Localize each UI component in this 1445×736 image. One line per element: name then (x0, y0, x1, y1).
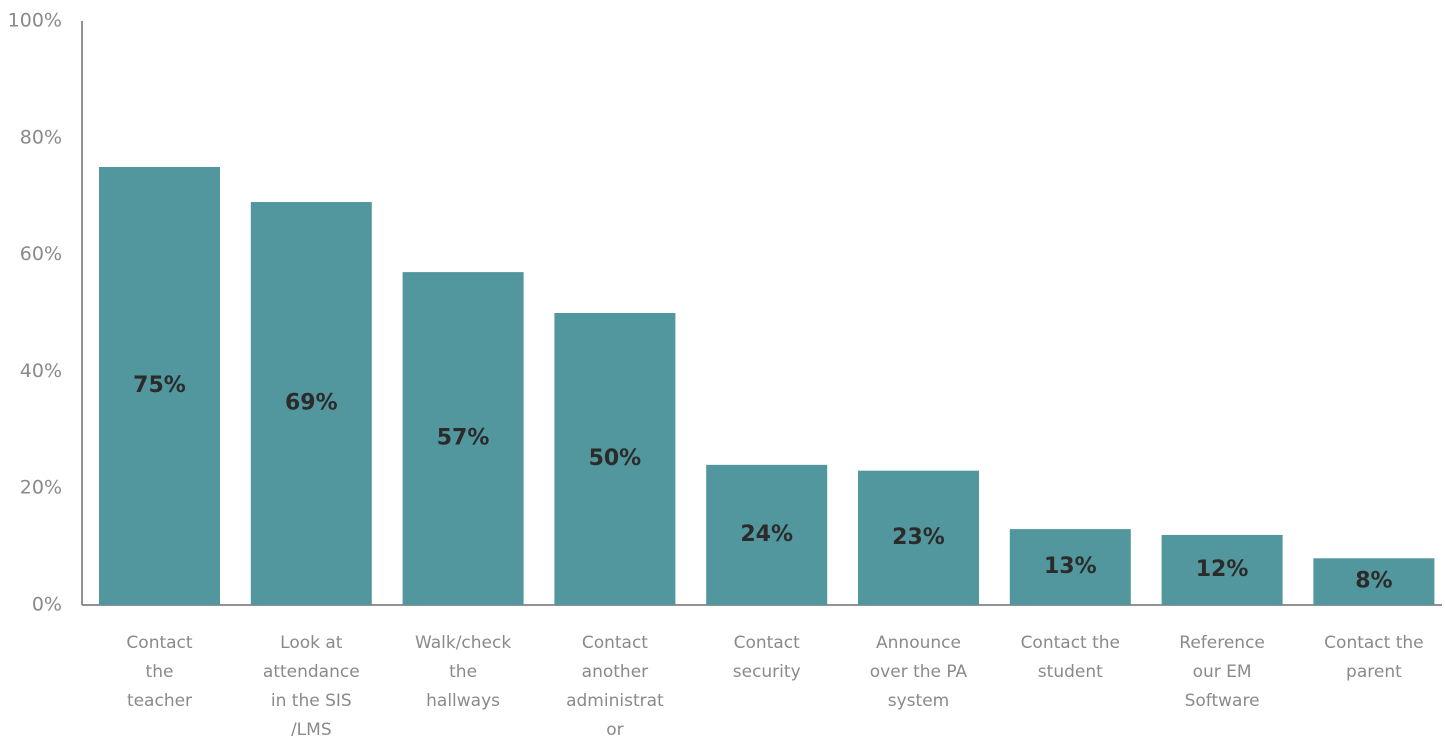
bar-value-label: 69% (285, 391, 338, 416)
category-label: Reference our EM Software (1179, 633, 1265, 711)
category-label: Contact the student (1021, 633, 1120, 682)
bar (706, 464, 828, 605)
category-label-line: the (449, 662, 477, 682)
bar (402, 272, 524, 605)
category-label-line: Announce (876, 633, 961, 653)
category-label-line: student (1038, 662, 1103, 682)
category-label-line: Software (1185, 691, 1260, 711)
category-label-line: Contact (126, 633, 192, 653)
category-label-line: system (888, 691, 949, 711)
bar (1313, 558, 1435, 605)
category-label-line: parent (1346, 662, 1402, 682)
category-label: Contact the parent (1324, 633, 1423, 682)
bar-value-label: 23% (892, 525, 945, 550)
category-label-line: Contact the (1021, 633, 1120, 653)
y-tick-label: 0% (32, 594, 62, 616)
bar (1009, 529, 1131, 605)
category-label: Contact another administrat or (566, 633, 664, 736)
bar (554, 313, 676, 605)
category-label: Walk/check the hallways (415, 633, 511, 711)
category-label-line: Contact the (1324, 633, 1423, 653)
category-label-line: our EM (1193, 662, 1252, 682)
category-label-line: Walk/check (415, 633, 511, 653)
category-label-line: administrat (566, 691, 664, 711)
category-label-line: Look at (280, 633, 343, 653)
bar-value-label: 24% (740, 522, 793, 547)
category-label-line: hallways (426, 691, 500, 711)
category-label-line: /LMS (291, 720, 332, 736)
y-tick-label: 100% (8, 10, 62, 32)
bar-value-label: 50% (589, 446, 642, 471)
category-label-line: teacher (127, 691, 192, 711)
bar-value-label: 13% (1044, 554, 1097, 579)
category-label-line: Contact (734, 633, 800, 653)
category-label: Announce over the PA system (870, 633, 968, 711)
y-tick-label: 60% (20, 243, 62, 265)
bar-value-label: 8% (1355, 569, 1392, 594)
y-tick-label: 80% (20, 126, 62, 148)
bar (250, 202, 372, 606)
category-label-line: the (146, 662, 174, 682)
bar-value-label: 12% (1196, 557, 1249, 582)
category-label-line: Contact (582, 633, 648, 653)
category-label: Look at attendance in the SIS/LMS (263, 633, 360, 736)
category-label-line: security (733, 662, 801, 682)
category-label: Contact the teacher (126, 633, 192, 711)
category-label-line: or (606, 720, 623, 736)
bar (1161, 534, 1283, 605)
y-tick-label: 20% (20, 477, 62, 499)
y-tick-label: 40% (20, 360, 62, 382)
category-label: Contact security (733, 633, 801, 682)
bar (858, 470, 979, 605)
category-label-line: attendance (263, 662, 360, 682)
bar-value-label: 57% (437, 426, 490, 451)
category-label-line: over the PA (870, 662, 968, 682)
bar (99, 167, 220, 605)
category-label-line: another (582, 662, 648, 682)
category-label-line: in the SIS (271, 691, 352, 711)
bar-value-label: 75% (133, 373, 186, 398)
category-label-line: Reference (1179, 633, 1265, 653)
